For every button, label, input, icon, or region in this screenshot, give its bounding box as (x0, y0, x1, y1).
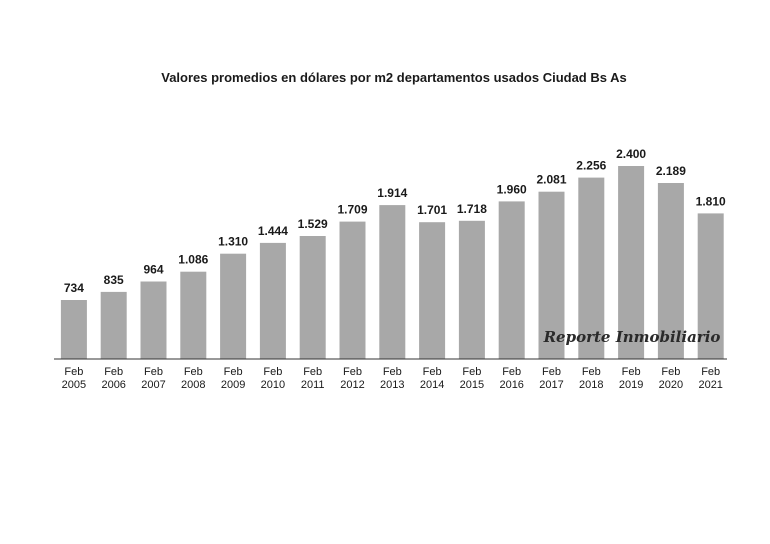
value-label-2010: 1.444 (258, 224, 288, 238)
bar-2013 (379, 205, 406, 359)
bar-2012 (339, 221, 366, 359)
bar-2021 (697, 213, 724, 359)
bar-2016 (498, 201, 525, 359)
value-label-2008: 1.086 (178, 253, 208, 267)
value-label-2012: 1.709 (337, 203, 367, 217)
bar-2010 (259, 242, 286, 359)
x-tick-label-2020: Feb 2020 (659, 366, 683, 391)
chart-title: Valores promedios en dólares por m2 depa… (161, 70, 626, 85)
bar-2014 (419, 222, 446, 359)
bar-2018 (578, 177, 605, 359)
watermark-logo: Reporte Inmobiliario (543, 328, 721, 346)
value-label-2019: 2.400 (616, 147, 646, 161)
bar-2009 (220, 253, 247, 359)
x-tick-label-2019: Feb 2019 (619, 366, 643, 391)
x-tick-label-2008: Feb 2008 (181, 366, 205, 391)
x-tick-label-2021: Feb 2021 (698, 366, 722, 391)
value-label-2011: 1.529 (298, 217, 328, 231)
value-label-2020: 2.189 (656, 164, 686, 178)
value-label-2013: 1.914 (377, 186, 407, 200)
x-tick-label-2013: Feb 2013 (380, 366, 404, 391)
bar-2017 (538, 191, 565, 359)
bars-group (60, 166, 724, 359)
value-label-2006: 835 (104, 273, 124, 287)
x-tick-label-2011: Feb 2011 (301, 366, 325, 391)
value-label-2009: 1.310 (218, 235, 248, 249)
x-tick-labels-group: Feb 2005 Feb 2006 Feb 2007 Feb 2008 Feb 2009 Feb 20… (62, 366, 723, 391)
value-label-2014: 1.701 (417, 203, 447, 217)
x-tick-label-2007: Feb 2007 (141, 366, 165, 391)
x-tick-label-2012: Feb 2012 (340, 366, 364, 391)
bar-2019 (618, 166, 645, 359)
x-tick-label-2018: Feb 2018 (579, 366, 603, 391)
x-tick-label-2010: Feb 2010 (261, 366, 285, 391)
bar-2015 (458, 220, 485, 359)
value-label-2016: 1.960 (497, 182, 527, 196)
value-label-2005: 734 (64, 281, 84, 295)
x-tick-label-2015: Feb 2015 (460, 366, 484, 391)
value-label-2015: 1.718 (457, 202, 487, 216)
value-labels-group: 734 835 964 1.086 1.310 1.444 1.529 1.709 1.914 1… (64, 147, 726, 295)
bar-2007 (140, 281, 167, 359)
x-tick-label-2006: Feb 2006 (101, 366, 125, 391)
value-label-2021: 1.810 (696, 194, 726, 208)
x-tick-label-2005: Feb 2005 (62, 366, 86, 391)
value-label-2007: 964 (143, 263, 163, 277)
value-label-2017: 2.081 (536, 173, 566, 187)
value-label-2018: 2.256 (576, 159, 606, 173)
bar-2006 (100, 291, 127, 359)
x-tick-label-2014: Feb 2014 (420, 366, 444, 391)
bar-2020 (657, 183, 684, 359)
x-tick-label-2017: Feb 2017 (539, 366, 563, 391)
bar-2008 (180, 271, 207, 359)
bar-2011 (299, 236, 326, 359)
bar-2005 (60, 300, 87, 359)
x-tick-label-2009: Feb 2009 (221, 366, 245, 391)
x-tick-label-2016: Feb 2016 (499, 366, 523, 391)
